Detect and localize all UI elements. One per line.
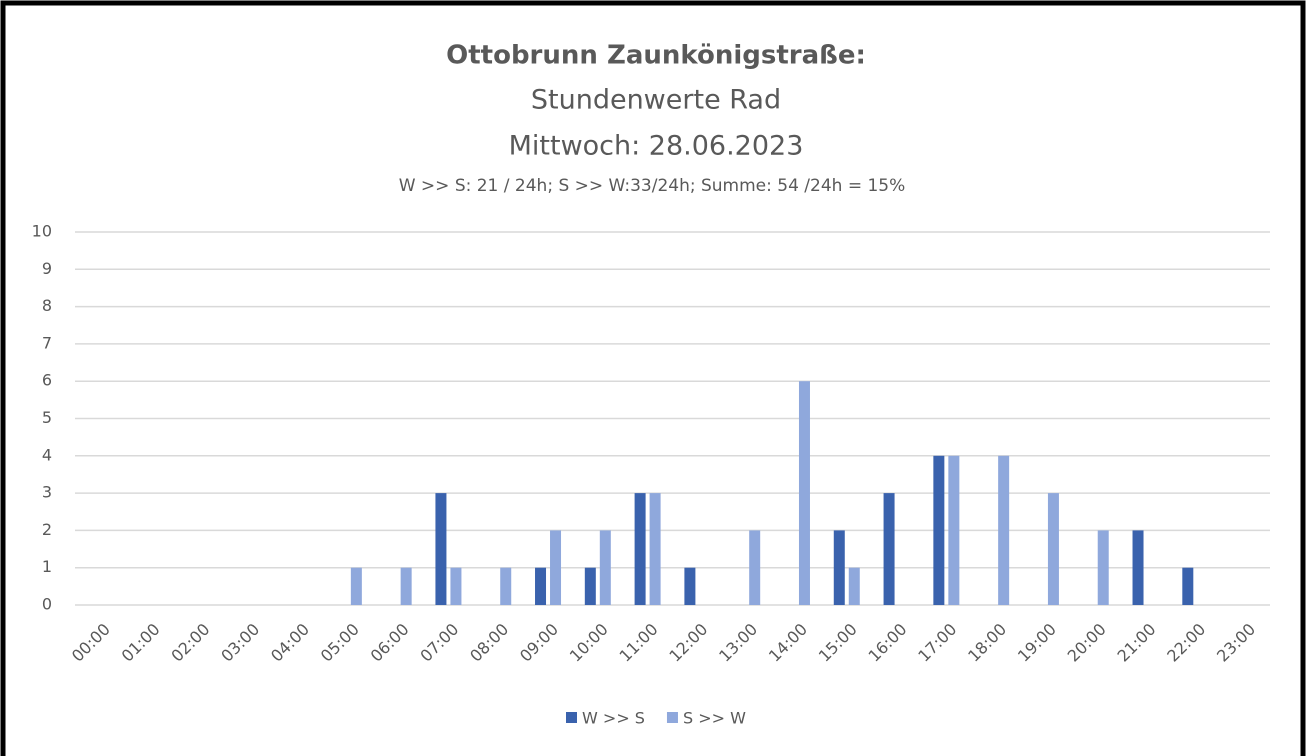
legend-swatch bbox=[566, 712, 577, 723]
legend-label: W >> S bbox=[582, 709, 645, 728]
y-tick-label: 7 bbox=[42, 333, 52, 352]
bar bbox=[649, 493, 661, 605]
y-tick-label: 8 bbox=[42, 296, 52, 315]
chart-subtitle: Stundenwerte Rad bbox=[531, 85, 781, 116]
chart-subtitle: Mittwoch: 28.06.2023 bbox=[509, 131, 804, 162]
bar bbox=[998, 455, 1010, 605]
bar bbox=[599, 530, 611, 605]
bar bbox=[634, 493, 646, 605]
y-tick-label: 10 bbox=[32, 222, 52, 241]
bar bbox=[848, 567, 860, 605]
bar bbox=[1182, 567, 1194, 605]
y-tick-label: 4 bbox=[42, 445, 52, 464]
bar bbox=[883, 493, 895, 605]
bar bbox=[749, 530, 761, 605]
annotation: W >> S: 21 / 24h; S >> W:33/24h; Summe: … bbox=[399, 176, 906, 196]
y-tick-label: 6 bbox=[42, 371, 52, 390]
legend-label: S >> W bbox=[683, 709, 746, 728]
bar bbox=[1047, 493, 1059, 605]
y-tick-label: 0 bbox=[42, 595, 52, 614]
bar bbox=[584, 567, 596, 605]
y-tick-label: 5 bbox=[42, 408, 52, 427]
y-tick-label: 1 bbox=[42, 557, 52, 576]
chart-title: Ottobrunn Zaunkönigstraße: bbox=[446, 41, 866, 71]
bar bbox=[535, 567, 547, 605]
bar bbox=[550, 530, 562, 605]
y-tick-label: 9 bbox=[42, 259, 52, 278]
bar bbox=[933, 455, 945, 605]
bar bbox=[1132, 530, 1144, 605]
bar bbox=[798, 381, 810, 605]
bar bbox=[833, 530, 845, 605]
bar bbox=[400, 567, 412, 605]
bar bbox=[500, 567, 512, 605]
bar bbox=[350, 567, 362, 605]
bar bbox=[684, 567, 696, 605]
y-tick-label: 2 bbox=[42, 520, 52, 539]
bar bbox=[1097, 530, 1109, 605]
bar bbox=[948, 455, 960, 605]
y-tick-label: 3 bbox=[42, 483, 52, 502]
legend-swatch bbox=[666, 712, 678, 723]
bar bbox=[450, 567, 462, 605]
bar bbox=[435, 493, 447, 605]
